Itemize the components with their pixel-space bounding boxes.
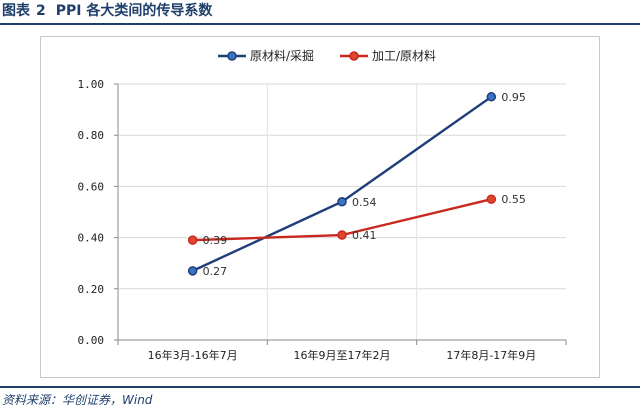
data-point <box>337 230 347 240</box>
legend: 原材料/采掘 加工/原材料 <box>218 48 436 63</box>
data-label: 0.55 <box>501 193 526 206</box>
data-label: 0.39 <box>203 234 228 247</box>
figure-number: 2 <box>36 3 46 19</box>
x-category-label: 17年8月-17年9月 <box>446 348 536 362</box>
data-label: 0.95 <box>501 91 526 104</box>
x-category-label: 16年3月-16年7月 <box>148 348 238 362</box>
y-tick-label: 0.00 <box>78 334 105 347</box>
series-layer <box>187 92 497 276</box>
legend-label: 加工/原材料 <box>372 49 436 63</box>
legend-label: 原材料/采掘 <box>250 48 314 63</box>
bottom-rule <box>0 386 640 388</box>
y-tick-label: 0.80 <box>78 129 105 142</box>
legend-item: 原材料/采掘 <box>218 48 314 63</box>
data-label: 0.41 <box>352 229 377 242</box>
chart-area <box>40 36 600 378</box>
figure-title: 图表 2 PPI 各大类间的传导系数 <box>2 0 212 22</box>
label-layer: 0.27 0.54 0.95 0.39 0.41 0.55 <box>203 91 526 278</box>
data-point <box>486 92 497 102</box>
data-label: 0.54 <box>352 196 377 209</box>
axis-layer: 0.00 0.20 0.40 0.60 0.80 1.00 16年3月-16年7月 16年9月… <box>78 78 567 362</box>
data-point <box>337 197 347 207</box>
source-note: 资料来源：华创证券，Wind <box>2 393 153 407</box>
figure-title-text: PPI 各大类间的传导系数 <box>55 3 213 19</box>
top-rule <box>0 23 640 25</box>
series-line <box>192 95 493 272</box>
y-tick-label: 0.20 <box>78 283 105 296</box>
data-point <box>486 194 497 204</box>
x-category-label: 16年9月至17年2月 <box>294 348 391 362</box>
data-point <box>187 266 198 276</box>
legend-swatch-marker <box>227 51 237 61</box>
legend-item: 加工/原材料 <box>340 49 436 63</box>
legend-swatch-marker <box>349 51 359 61</box>
figure-label: 图表 <box>2 3 30 19</box>
y-tick-label: 0.40 <box>78 232 105 245</box>
y-tick-label: 1.00 <box>78 78 105 91</box>
grid-layer <box>118 83 566 340</box>
data-point <box>187 235 198 245</box>
data-label: 0.27 <box>203 265 228 278</box>
y-tick-label: 0.60 <box>78 180 105 193</box>
